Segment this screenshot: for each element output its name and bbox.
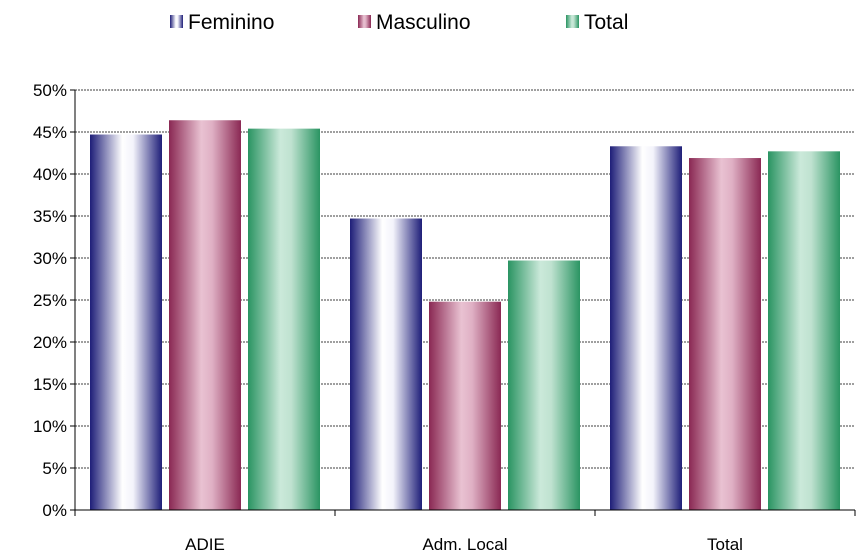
legend-swatch-total (566, 15, 579, 28)
y-tick-label: 10% (33, 417, 67, 436)
y-tick-label: 0% (42, 501, 67, 520)
y-tick-label: 30% (33, 249, 67, 268)
y-tick-label: 20% (33, 333, 67, 352)
y-tick-label: 50% (33, 81, 67, 100)
legend-label-total: Total (584, 11, 628, 34)
legend-swatch-masculino (358, 15, 371, 28)
bar-feminino-2 (610, 146, 682, 510)
y-tick-label: 25% (33, 291, 67, 310)
x-tick-label: Adm. Local (422, 535, 507, 554)
x-axis-tick-labels: ADIE Adm. Local Total (185, 535, 743, 554)
y-tick-label: 5% (42, 459, 67, 478)
bar-masculino-2 (689, 158, 761, 511)
legend: Feminino Masculino Total (170, 11, 628, 34)
y-tick-label: 45% (33, 123, 67, 142)
bar-masculino-0 (169, 120, 241, 511)
x-tick-label: Total (707, 535, 743, 554)
axes (74, 90, 856, 516)
bar-feminino-0 (90, 134, 162, 510)
x-tick-label: ADIE (185, 535, 225, 554)
bar-masculino-1 (429, 301, 501, 510)
legend-label-masculino: Masculino (376, 11, 471, 34)
bar-total-0 (248, 128, 320, 510)
legend-label-feminino: Feminino (188, 11, 274, 34)
y-axis-tick-labels: 0% 5% 10% 15% 20% 25% 30% 35% 40% 45% 50% (33, 81, 67, 520)
y-tick-label: 40% (33, 165, 67, 184)
bar-feminino-1 (350, 218, 422, 510)
legend-swatch-feminino (170, 15, 183, 28)
y-tick-label: 35% (33, 207, 67, 226)
y-tick-label: 15% (33, 375, 67, 394)
bar-total-1 (508, 260, 580, 510)
bars (90, 120, 840, 511)
bar-total-2 (768, 151, 840, 510)
